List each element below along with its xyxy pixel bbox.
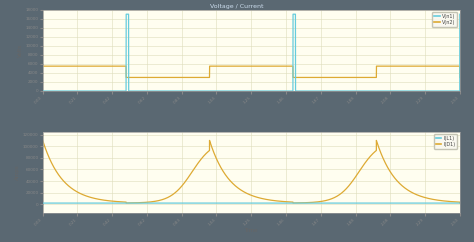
I(D1) [40,139,46,142]
V(n2) [237,65,243,68]
I(L1) [144,202,149,204]
I(L1) [292,202,298,204]
I(L1) [237,202,243,204]
V(n2) [40,65,46,68]
I(D1) [457,202,463,204]
I(D1) [308,201,313,204]
Legend: V(n1), V(n2): V(n1), V(n2) [432,12,457,27]
Text: Voltage / Current: Voltage / Current [210,4,264,9]
I(D1) [430,198,436,201]
V(n1) [457,13,463,16]
V(n2) [123,76,129,79]
V(n2) [457,76,463,79]
I(D1) [237,188,243,191]
V(n2) [338,76,344,79]
I(L1) [40,202,46,204]
V(n2) [308,76,313,79]
Y-axis label: Volts: Volts [18,44,23,57]
Line: I(D1): I(D1) [43,140,460,203]
I(L1) [430,202,436,204]
I(D1) [292,202,298,204]
V(n1) [338,90,344,92]
I(L1) [308,202,313,204]
Line: V(n2): V(n2) [43,66,460,77]
V(n1) [308,90,313,92]
Legend: I(L1), I(D1): I(L1), I(D1) [434,134,457,149]
V(n2) [292,76,298,79]
V(n2) [144,76,149,79]
V(n1) [237,90,243,92]
I(L1) [457,202,463,204]
V(n2) [430,65,436,68]
V(n1) [40,90,46,92]
Y-axis label: Amps: Amps [15,165,20,180]
V(n1) [144,90,149,92]
V(n1) [123,13,129,16]
V(n1) [430,90,436,92]
V(n1) [292,13,298,16]
X-axis label: Time: Time [245,228,258,233]
Line: V(n1): V(n1) [43,14,460,91]
I(D1) [144,201,149,204]
I(D1) [338,192,344,195]
I(L1) [338,202,344,204]
